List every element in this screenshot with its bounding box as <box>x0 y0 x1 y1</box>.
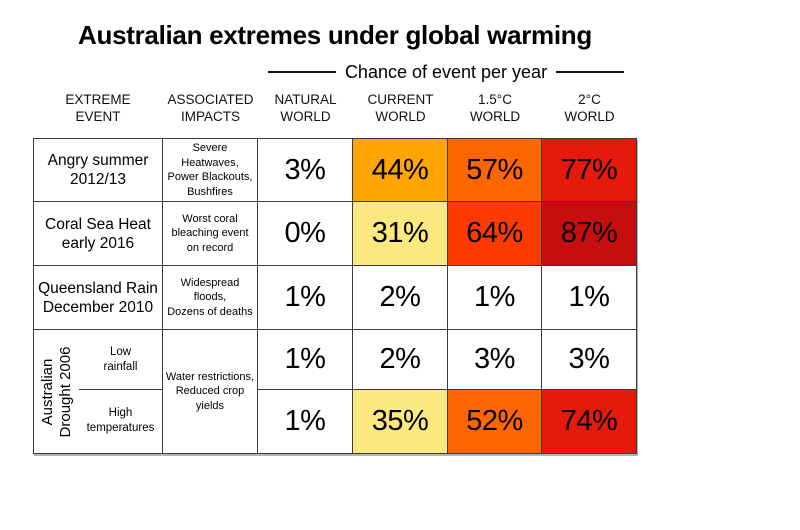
column-header-1-5c-world: 1.5°C WORLD <box>448 91 542 125</box>
impacts-coral-sea-heat: Worst coral bleaching event on record <box>163 202 258 266</box>
column-header-line: CURRENT <box>367 92 434 107</box>
column-header-extreme-event: EXTREME EVENT <box>33 91 163 125</box>
event-group-australian-drought: Australian Drought 2006 Low rainfall Hig… <box>34 330 163 453</box>
cell-coral-sea-current: 31% <box>353 202 448 266</box>
column-header-line: WORLD <box>375 109 426 124</box>
cell-queensland-2c: 1% <box>542 266 636 330</box>
column-group-header: Chance of event per year <box>268 61 624 83</box>
drought-sub-rows: Low rainfall High temperatures <box>79 330 162 453</box>
subrow-label-low-rainfall: Low rainfall <box>79 330 162 390</box>
cell-low-rainfall-current: 2% <box>353 330 448 390</box>
drought-rotated-label: Australian Drought 2006 <box>38 346 74 437</box>
subrow-label-high-temperatures: High temperatures <box>86 407 155 434</box>
column-header-line: ASSOCIATED <box>167 92 254 107</box>
cell-coral-sea-natural: 0% <box>258 202 353 266</box>
cell-queensland-natural: 1% <box>258 266 353 330</box>
column-header-line: 1.5°C <box>478 92 512 107</box>
right-rule <box>556 71 624 73</box>
column-header-2c-world: 2°C WORLD <box>542 91 637 125</box>
cell-queensland-current: 2% <box>353 266 448 330</box>
column-header-line: EVENT <box>75 109 121 124</box>
column-header-natural-world: NATURAL WORLD <box>258 91 353 125</box>
column-header-line: EXTREME <box>65 92 131 107</box>
impacts-angry-summer: Severe Heatwaves, Power Blackouts, Bushf… <box>163 139 258 202</box>
column-header-line: IMPACTS <box>180 109 240 124</box>
column-header-line: WORLD <box>564 109 615 124</box>
event-angry-summer: Angry summer 2012/13 <box>34 139 163 202</box>
cell-low-rainfall-2c: 3% <box>542 330 636 390</box>
column-header-associated-impacts: ASSOCIATED IMPACTS <box>163 91 258 125</box>
cell-high-temp-1-5c: 52% <box>448 390 542 453</box>
cell-coral-sea-1-5c: 64% <box>448 202 542 266</box>
cell-coral-sea-2c: 87% <box>542 202 636 266</box>
impacts-australian-drought: Water restrictions, Reduced crop yields <box>163 330 258 453</box>
extremes-heatmap-table: Angry summer 2012/13 Severe Heatwaves, P… <box>33 138 637 454</box>
impacts-queensland-rain: Widespread floods, Dozens of deaths <box>163 266 258 330</box>
cell-angry-summer-natural: 3% <box>258 139 353 202</box>
cell-angry-summer-2c: 77% <box>542 139 636 202</box>
figure-title: Australian extremes under global warming <box>78 20 592 50</box>
column-header-line: WORLD <box>469 109 521 124</box>
cell-high-temp-natural: 1% <box>258 390 353 453</box>
column-header-line: NATURAL <box>274 92 337 107</box>
column-header-current-world: CURRENT WORLD <box>353 91 448 125</box>
cell-high-temp-current: 35% <box>353 390 448 453</box>
left-rule <box>268 71 336 73</box>
cell-angry-summer-current: 44% <box>353 139 448 202</box>
event-queensland-rain: Queensland Rain December 2010 <box>34 266 163 330</box>
cell-high-temp-2c: 74% <box>542 390 636 453</box>
drought-rotated-label-wrap: Australian Drought 2006 <box>34 330 79 453</box>
cell-low-rainfall-natural: 1% <box>258 330 353 390</box>
column-header-line: 2°C <box>578 92 601 107</box>
column-group-label: Chance of event per year <box>344 61 548 82</box>
cell-queensland-1-5c: 1% <box>448 266 542 330</box>
column-header-line: WORLD <box>280 109 331 124</box>
event-coral-sea-heat: Coral Sea Heat early 2016 <box>34 202 163 266</box>
cell-angry-summer-1-5c: 57% <box>448 139 542 202</box>
cell-low-rainfall-1-5c: 3% <box>448 330 542 390</box>
